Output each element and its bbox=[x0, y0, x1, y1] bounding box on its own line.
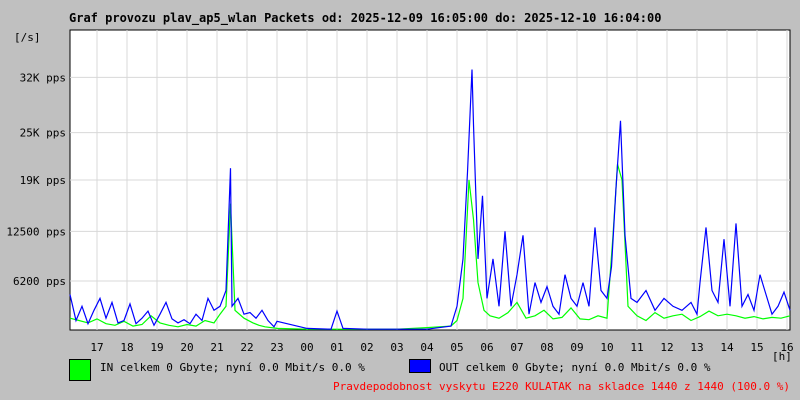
x-tick-label: 20 bbox=[180, 341, 193, 354]
x-tick-label: 05 bbox=[450, 341, 463, 354]
x-tick-label: 17 bbox=[90, 341, 103, 354]
grid-x bbox=[96, 30, 788, 330]
probability-note: Pravdepodobnost vyskytu E220 KULATAK na … bbox=[333, 380, 790, 393]
x-tick-label: 10 bbox=[600, 341, 613, 354]
x-tick-label: 19 bbox=[150, 341, 163, 354]
x-tick-label: 03 bbox=[390, 341, 403, 354]
grid-y bbox=[70, 76, 790, 282]
series-layer bbox=[69, 69, 791, 330]
x-tick-labels: 17 18 19 20 21 22 23 00 01 02 03 04 05 06 07 08 09 10 11 12… bbox=[90, 341, 793, 354]
y-tick-label: 25K pps bbox=[20, 127, 66, 140]
legend-out-swatch bbox=[409, 359, 431, 373]
x-tick-label: 14 bbox=[720, 341, 734, 354]
x-tick-label: 00 bbox=[300, 341, 313, 354]
x-tick-label: 12 bbox=[660, 341, 673, 354]
x-tick-label: 18 bbox=[120, 341, 133, 354]
x-tick-label: 22 bbox=[240, 341, 253, 354]
x-tick-label: 01 bbox=[330, 341, 343, 354]
x-tick-label: 15 bbox=[750, 341, 763, 354]
y-tick-label: 12500 pps bbox=[6, 225, 66, 238]
y-axis-label: [/s] bbox=[14, 31, 41, 44]
y-tick-label: 32K pps bbox=[20, 71, 66, 84]
y-tick-labels: 6200 pps 12500 pps 19K pps 25K pps 32K pps bbox=[6, 71, 66, 288]
series-line-in bbox=[69, 164, 791, 330]
x-tick-label: 16 bbox=[780, 341, 793, 354]
series-line-out bbox=[69, 69, 791, 330]
x-tick-label: 09 bbox=[570, 341, 583, 354]
x-tick-label: 06 bbox=[480, 341, 493, 354]
x-tick-label: 04 bbox=[420, 341, 434, 354]
y-tick-label: 19K pps bbox=[20, 174, 66, 187]
x-tick-label: 11 bbox=[630, 341, 643, 354]
y-tick-label: 6200 pps bbox=[13, 275, 66, 288]
chart-title: Graf provozu plav_ap5_wlan Packets od: 2… bbox=[69, 11, 662, 25]
legend-in-swatch bbox=[69, 359, 91, 381]
x-tick-label: 13 bbox=[690, 341, 703, 354]
legend-out-label: OUT celkem 0 Gbyte; nyní 0.0 Mbit/s 0.0 … bbox=[439, 361, 711, 374]
x-tick-label: 08 bbox=[540, 341, 553, 354]
x-tick-label: 23 bbox=[270, 341, 283, 354]
x-axis-label: [h] bbox=[772, 350, 792, 363]
x-tick-label: 02 bbox=[360, 341, 373, 354]
legend-in-label: IN celkem 0 Gbyte; nyní 0.0 Mbit/s 0.0 % bbox=[100, 361, 365, 374]
x-tick-label: 21 bbox=[210, 341, 223, 354]
x-tick-label: 07 bbox=[510, 341, 523, 354]
